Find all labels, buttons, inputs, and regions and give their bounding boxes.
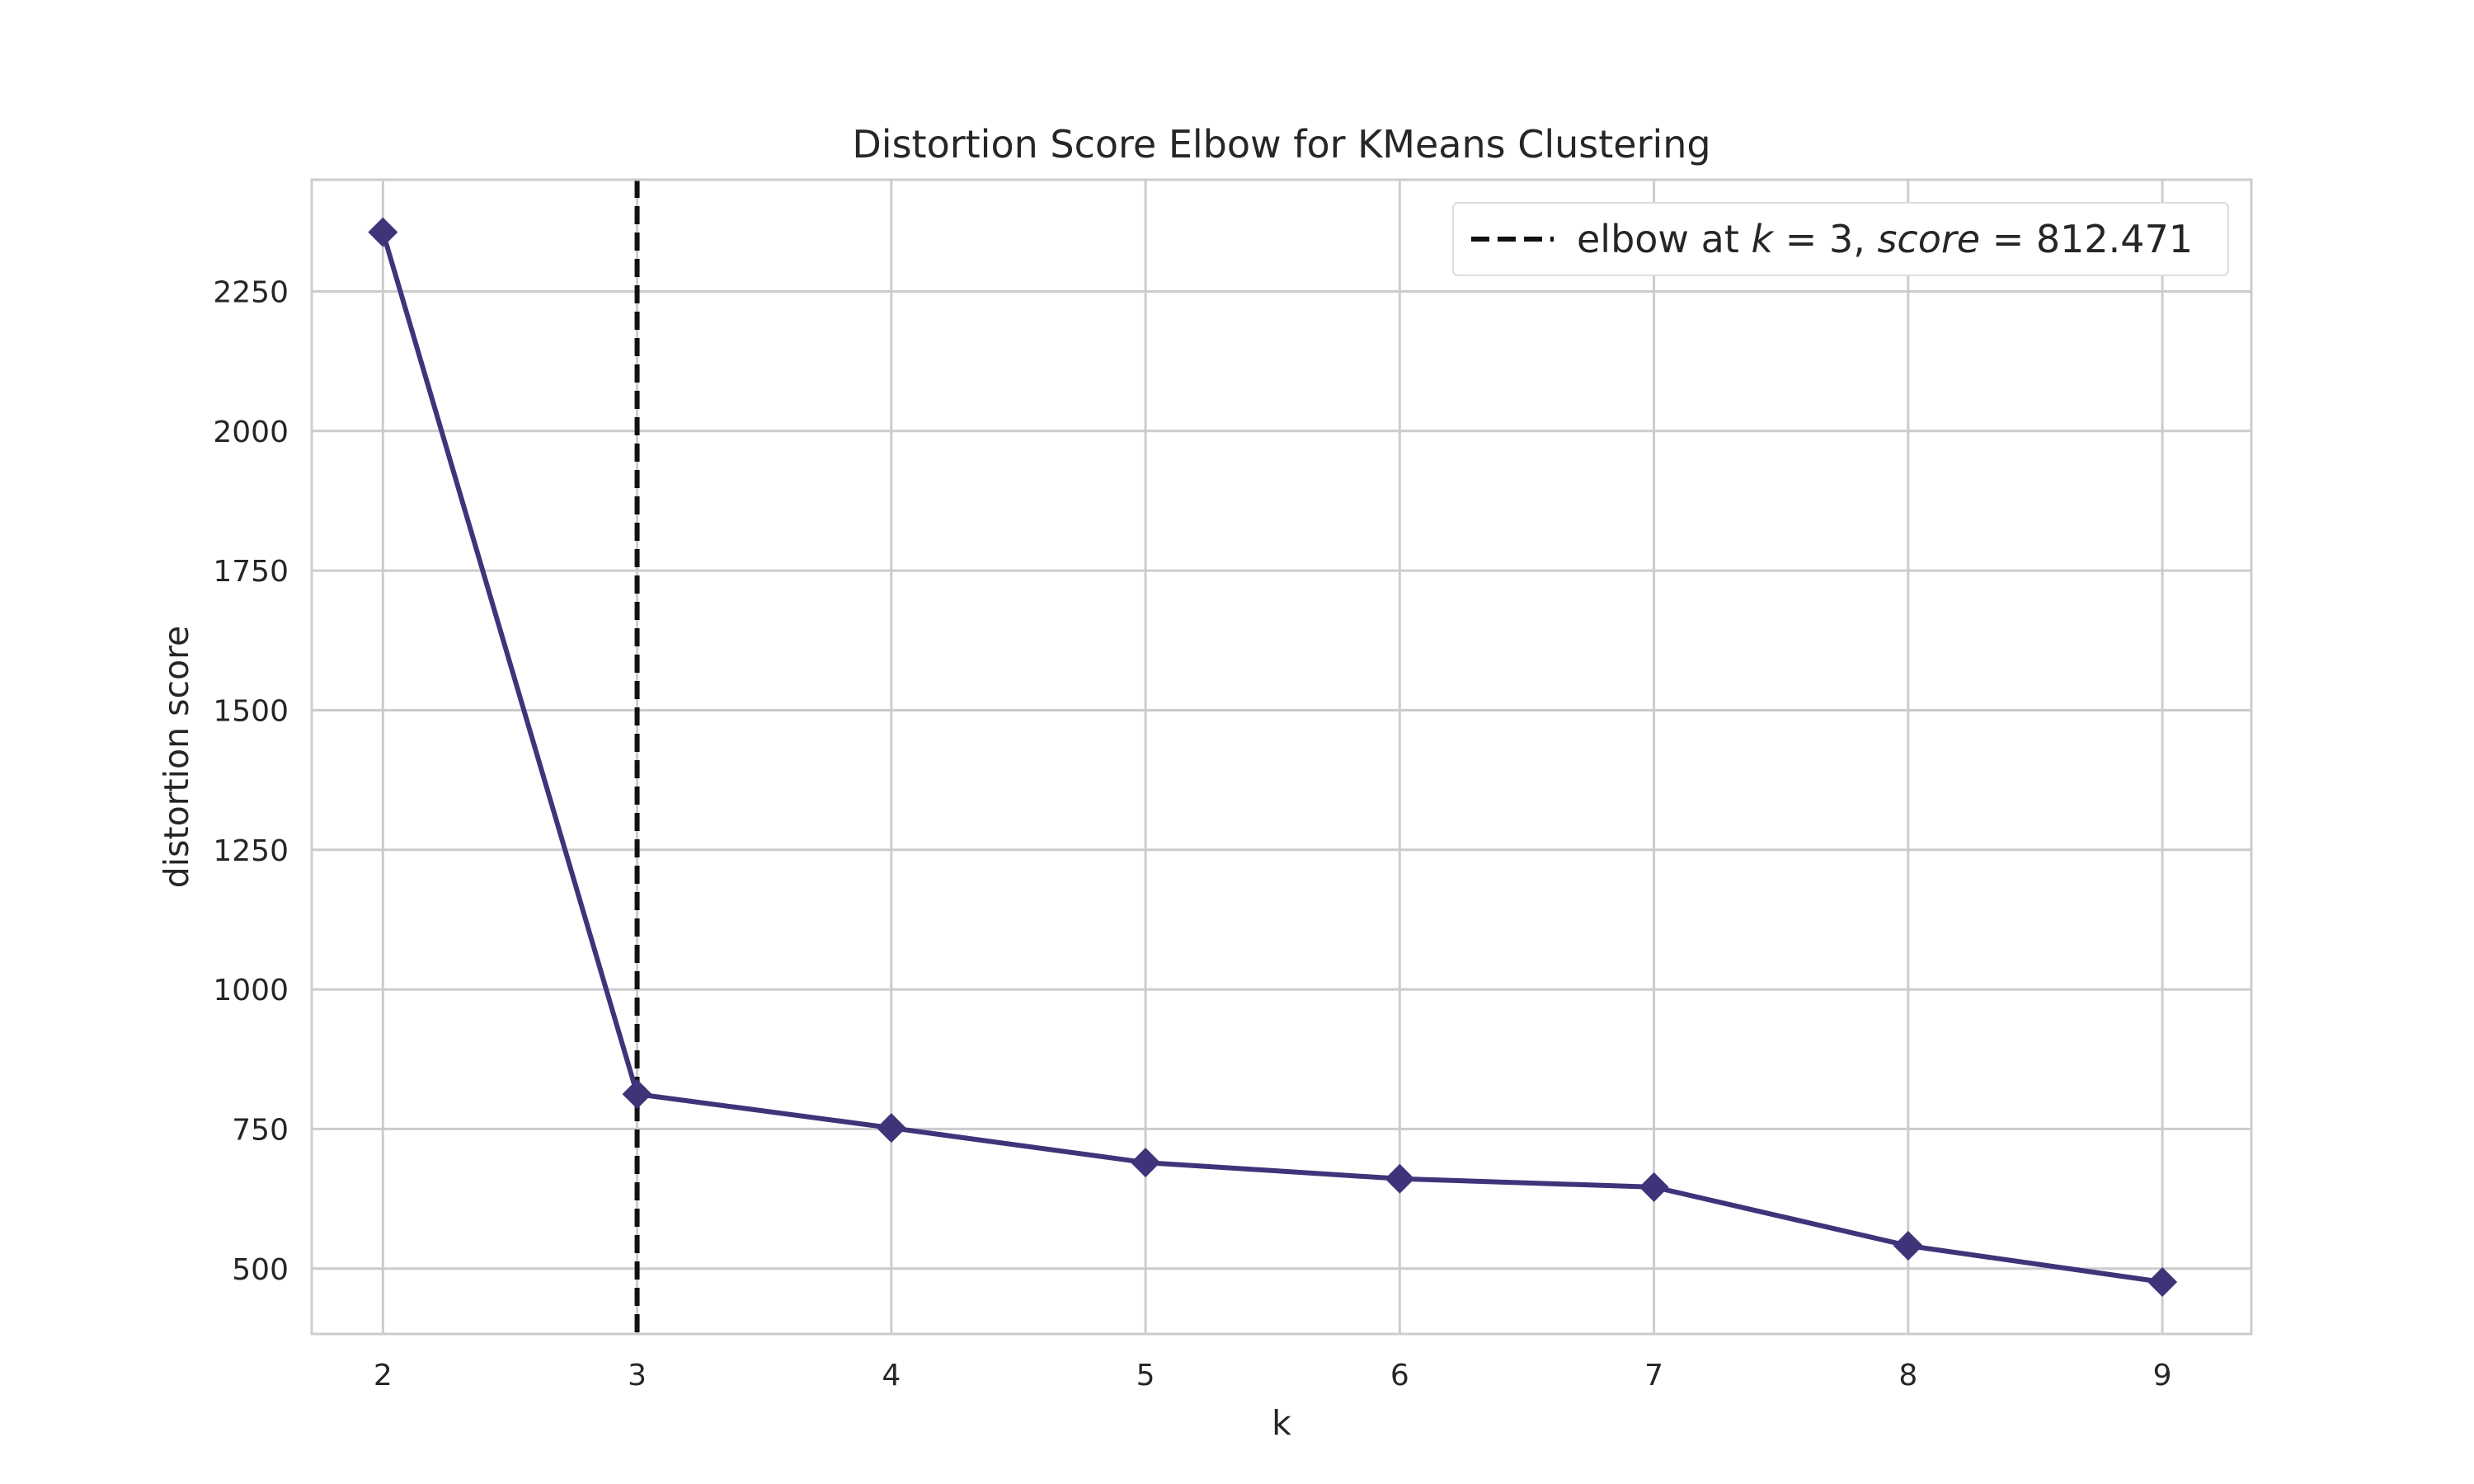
x-tick-label: 2 [374,1359,393,1392]
y-tick-label: 500 [232,1253,289,1287]
x-tick-label: 9 [2153,1359,2172,1392]
legend-score-var: score [1877,217,1980,261]
y-tick-label: 1250 [213,834,289,868]
data-point-diamond [876,1113,906,1144]
data-point-diamond [2147,1267,2178,1298]
x-tick-label: 8 [1898,1359,1917,1392]
data-point-diamond [622,1079,652,1110]
y-tick-label: 2250 [213,275,289,309]
series-line [380,231,2163,1284]
y-tick-label: 1000 [213,974,289,1007]
legend-k-var: k [1752,217,1776,261]
y-tick-label: 750 [232,1113,289,1147]
legend-label: elbow at k = 3, score = 812.471 [1577,217,2193,261]
legend: elbow at k = 3, score = 812.471 [1452,202,2229,276]
x-tick-label: 6 [1390,1359,1409,1392]
x-axis-title: k [1272,1403,1291,1443]
legend-box [1452,202,2229,276]
x-tick-label: 5 [1136,1359,1155,1392]
data-point-diamond [368,217,398,247]
data-point-diamond [1893,1230,1923,1261]
data-point-diamond [1639,1172,1669,1202]
series-group [368,217,2178,1298]
data-point-diamond [1385,1163,1415,1194]
chart-title: Distortion Score Elbow for KMeans Cluste… [852,122,1710,167]
legend-prefix: elbow at [1577,217,1752,261]
data-point-diamond [1131,1148,1161,1178]
legend-score-eq: = 812.471 [1980,217,2193,261]
plot-frame [310,178,2253,1336]
y-tick-labels: 500 750 1000 1250 1500 1750 2000 2250 [213,275,289,1286]
grid-lines [312,180,2251,1334]
x-tick-label: 3 [628,1359,647,1392]
x-tick-label: 7 [1644,1359,1663,1392]
x-tick-labels: 2 3 4 5 6 7 8 9 [374,1359,2172,1392]
y-axis-title: distortion score [157,626,196,889]
x-tick-label: 4 [882,1359,901,1392]
y-tick-label: 1500 [213,694,289,728]
y-tick-label: 1750 [213,555,289,589]
legend-k-eq: = 3, [1773,217,1877,261]
y-tick-label: 2000 [213,416,289,449]
